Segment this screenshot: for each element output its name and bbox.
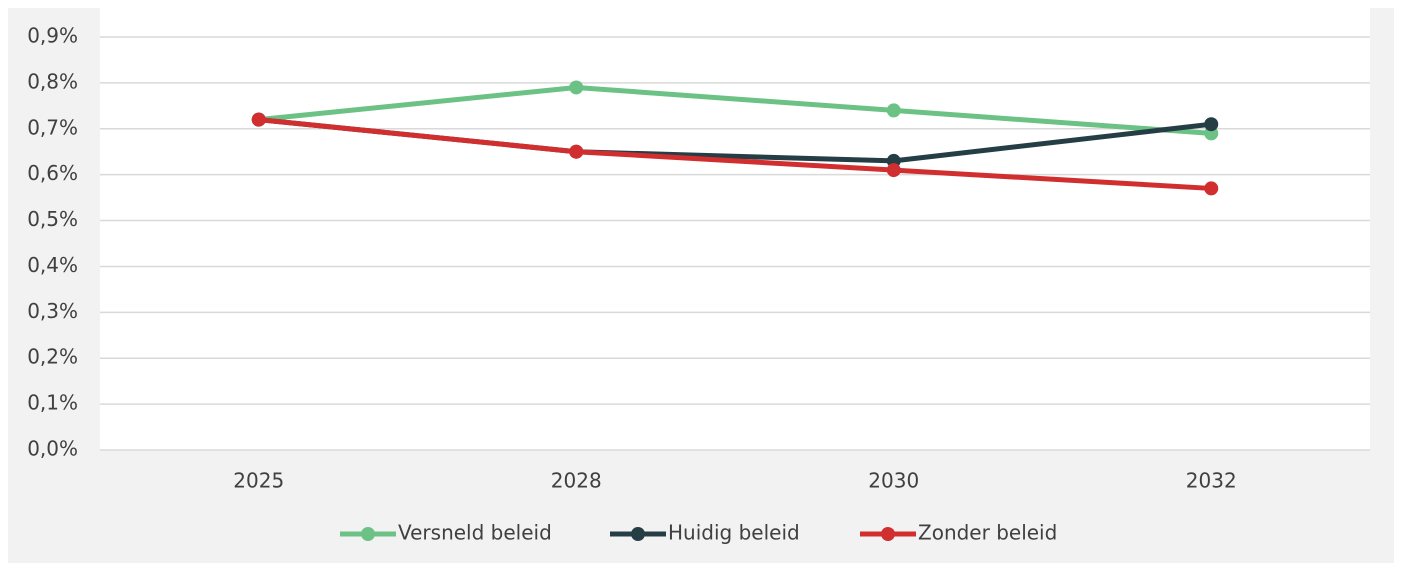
legend-marker <box>881 527 895 541</box>
plot-area <box>100 8 1370 450</box>
y-tick-label: 0,5% <box>27 207 78 231</box>
data-point <box>1204 117 1219 132</box>
data-point <box>886 163 901 178</box>
y-tick-label: 0,4% <box>27 253 78 277</box>
x-tick-label: 2025 <box>233 469 284 493</box>
y-tick-label: 0,7% <box>27 115 78 139</box>
data-point <box>1204 181 1219 196</box>
data-point <box>886 103 901 118</box>
data-point <box>251 112 266 127</box>
data-point <box>569 144 584 159</box>
y-tick-label: 0,2% <box>27 345 78 369</box>
data-point <box>569 80 584 95</box>
y-tick-label: 0,8% <box>27 69 78 93</box>
x-tick-label: 2032 <box>1186 469 1237 493</box>
series-line <box>258 84 1212 136</box>
legend-label: Zonder beleid <box>918 521 1057 545</box>
y-tick-label: 0,6% <box>27 161 78 185</box>
legend-label: Versneld beleid <box>398 521 552 545</box>
y-tick-label: 0,1% <box>27 391 78 415</box>
legend-label: Huidig beleid <box>668 521 800 545</box>
legend-marker <box>631 527 645 541</box>
legend-marker <box>361 527 375 541</box>
y-tick-label: 0,3% <box>27 299 78 323</box>
x-tick-label: 2030 <box>868 469 919 493</box>
y-tick-label: 0,9% <box>27 24 78 48</box>
x-tick-label: 2028 <box>551 469 602 493</box>
y-tick-label: 0,0% <box>27 437 78 461</box>
series-line <box>258 117 1212 191</box>
